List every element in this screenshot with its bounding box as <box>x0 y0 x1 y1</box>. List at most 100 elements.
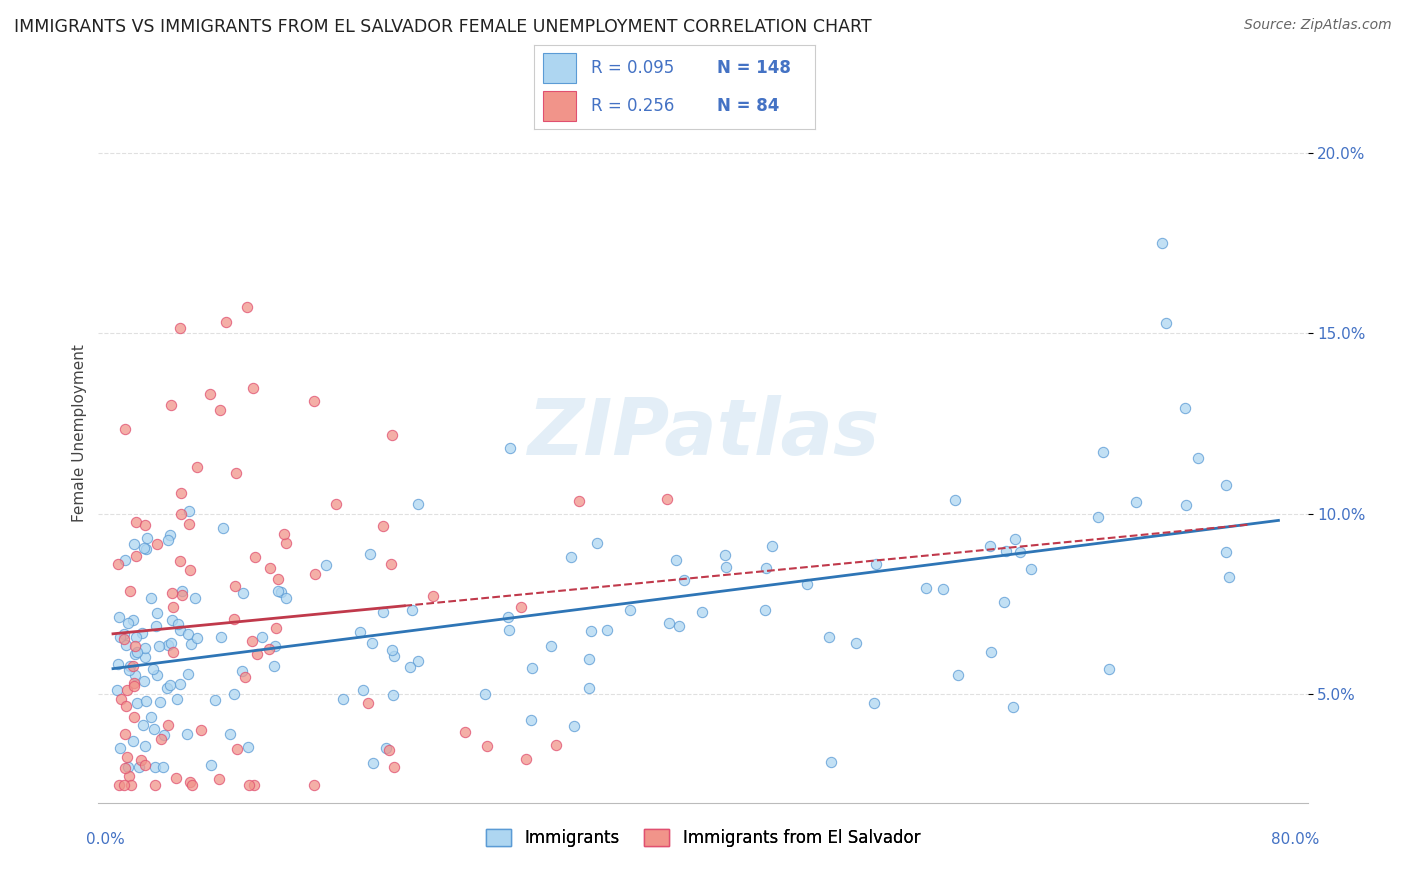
Point <box>236 300 259 314</box>
Point <box>143 760 166 774</box>
Point <box>200 757 222 772</box>
Point <box>236 739 259 754</box>
Point <box>224 687 246 701</box>
Point <box>134 541 156 555</box>
Point <box>1019 561 1042 575</box>
Point <box>1218 570 1240 584</box>
Point <box>373 519 395 533</box>
Point <box>226 742 249 756</box>
Point <box>124 647 146 661</box>
Point <box>169 554 191 568</box>
Point <box>665 553 688 567</box>
Point <box>172 583 194 598</box>
Point <box>562 718 585 732</box>
Point <box>384 760 406 774</box>
Point <box>498 624 520 638</box>
Point <box>315 558 337 572</box>
Point <box>146 667 169 681</box>
Point <box>118 584 141 599</box>
Point <box>134 739 156 754</box>
Point <box>560 549 582 564</box>
Point <box>180 637 202 651</box>
Point <box>124 639 146 653</box>
Point <box>240 634 263 648</box>
Point <box>1187 450 1209 465</box>
Point <box>820 755 842 769</box>
Point <box>658 615 681 630</box>
Point <box>915 581 938 595</box>
Point <box>165 771 187 785</box>
Text: N = 148: N = 148 <box>717 59 792 77</box>
Point <box>115 750 138 764</box>
Point <box>596 624 619 638</box>
Point <box>124 668 146 682</box>
Point <box>585 536 607 550</box>
Point <box>360 636 382 650</box>
Point <box>112 627 135 641</box>
Point <box>225 466 247 480</box>
Point <box>263 658 285 673</box>
Point <box>215 315 238 329</box>
Point <box>399 660 422 674</box>
Point <box>122 679 145 693</box>
Point <box>325 497 347 511</box>
Point <box>422 589 444 603</box>
Point <box>157 533 180 547</box>
Point <box>474 687 496 701</box>
Point <box>134 650 156 665</box>
Point <box>993 595 1015 609</box>
Point <box>690 606 713 620</box>
Point <box>375 740 398 755</box>
Point <box>270 585 292 599</box>
Point <box>1125 494 1147 508</box>
Point <box>170 486 193 500</box>
Point <box>863 696 886 710</box>
Point <box>159 677 181 691</box>
Point <box>246 647 269 661</box>
Point <box>496 610 519 624</box>
Point <box>128 760 150 774</box>
Point <box>349 624 371 639</box>
Point <box>117 760 139 774</box>
Point <box>932 582 955 597</box>
Point <box>1215 478 1237 492</box>
Point <box>156 638 179 652</box>
Point <box>382 648 405 663</box>
Point <box>107 610 129 624</box>
Point <box>169 320 191 334</box>
Point <box>1215 545 1237 559</box>
Text: ZIPatlas: ZIPatlas <box>527 394 879 471</box>
Text: 80.0%: 80.0% <box>1271 831 1320 847</box>
Point <box>170 507 193 521</box>
Point <box>619 603 641 617</box>
Point <box>162 645 184 659</box>
Point <box>1150 235 1173 250</box>
Point <box>266 572 288 586</box>
Text: N = 84: N = 84 <box>717 97 779 115</box>
Point <box>655 491 678 506</box>
Point <box>1004 532 1026 546</box>
Point <box>127 645 149 659</box>
Point <box>107 557 129 571</box>
Point <box>1001 700 1024 714</box>
Point <box>672 573 695 587</box>
FancyBboxPatch shape <box>543 54 576 83</box>
Point <box>224 612 246 626</box>
Point <box>259 560 281 574</box>
Point <box>668 618 690 632</box>
Point <box>274 591 297 605</box>
Point <box>131 717 153 731</box>
Point <box>224 579 246 593</box>
Point <box>184 591 207 605</box>
Point <box>1087 510 1109 524</box>
Point <box>162 586 184 600</box>
Point <box>209 630 232 644</box>
Point <box>159 398 181 412</box>
Point <box>112 778 135 792</box>
Point <box>105 682 128 697</box>
Point <box>176 627 198 641</box>
Point <box>125 630 148 644</box>
Point <box>995 544 1018 558</box>
Point <box>122 659 145 673</box>
Point <box>219 727 242 741</box>
